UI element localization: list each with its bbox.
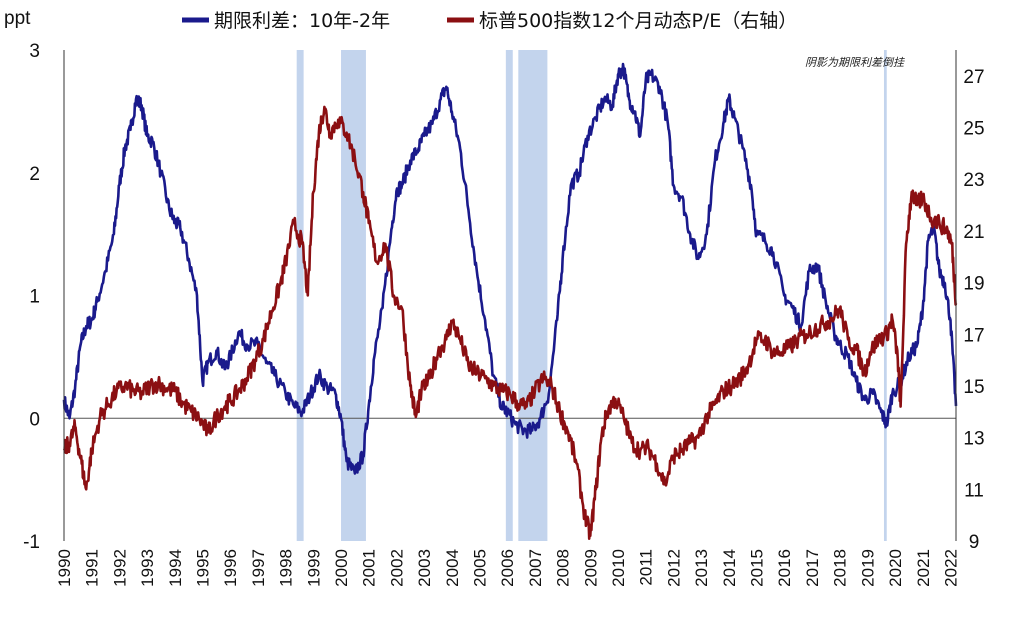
x-tick-label: 1990 — [55, 549, 74, 587]
x-tick-label: 1996 — [221, 549, 240, 587]
x-tick-label: 2015 — [748, 549, 767, 587]
left-tick-label: 3 — [29, 41, 40, 62]
x-tick-label: 1998 — [277, 549, 296, 587]
x-tick-label: 1999 — [304, 549, 323, 587]
right-tick-label: 15 — [963, 377, 984, 398]
x-tick-label: 2009 — [581, 549, 600, 587]
x-tick-label: 2010 — [609, 549, 628, 587]
x-tick-label: 1992 — [110, 549, 129, 587]
legend-label-pe: 标普500指数12个月动态P/E（右轴） — [479, 10, 797, 32]
right-tick-label: 25 — [963, 119, 984, 140]
x-tick-label: 2017 — [803, 549, 822, 587]
right-tick-label: 13 — [963, 429, 984, 450]
right-axis-ticks: 27 25 23 21 19 17 15 13 11 9 — [963, 67, 984, 553]
x-tick-label: 2019 — [858, 549, 877, 587]
x-tick-label: 1993 — [138, 549, 157, 587]
series-line-sp500-pe — [62, 105, 958, 541]
x-tick-label: 1997 — [249, 549, 268, 587]
x-tick-label: 2022 — [941, 549, 960, 587]
left-tick-label: -1 — [23, 532, 40, 553]
left-axis-ticks: 3 2 1 0 -1 — [23, 41, 40, 553]
right-tick-label: 27 — [963, 67, 984, 88]
inversion-shade-3 — [518, 50, 548, 541]
x-tick-label: 2013 — [692, 549, 711, 587]
x-tick-label: 2021 — [914, 549, 933, 587]
right-tick-label: 17 — [963, 325, 984, 346]
x-tick-label: 1991 — [83, 549, 102, 587]
x-tick-label: 1994 — [166, 549, 185, 587]
right-tick-label: 9 — [969, 532, 980, 553]
x-tick-label: 2020 — [886, 549, 905, 587]
series-line-term-spread — [62, 62, 958, 475]
x-tick-label: 2007 — [526, 549, 545, 587]
legend: 期限利差：10年-2年 标普500指数12个月动态P/E（右轴） — [182, 10, 797, 32]
x-tick-label: 2018 — [831, 549, 850, 587]
left-tick-label: 1 — [29, 287, 40, 308]
x-tick-label: 2008 — [554, 549, 573, 587]
left-tick-label: 2 — [29, 164, 40, 185]
x-tick-label: 2011 — [637, 549, 656, 586]
series-layer — [62, 62, 958, 541]
inversion-shade-0 — [296, 50, 304, 541]
x-tick-label: 2005 — [471, 549, 490, 587]
x-tick-label: 2003 — [415, 549, 434, 587]
left-axis-unit-label: ppt — [4, 8, 31, 29]
left-tick-label: 0 — [29, 409, 40, 430]
x-tick-label: 2016 — [775, 549, 794, 587]
x-tick-label: 2000 — [332, 549, 351, 587]
x-tick-label: 2004 — [443, 549, 462, 587]
inversion-shade-2 — [505, 50, 513, 541]
x-tick-label: 1995 — [194, 549, 213, 587]
right-tick-label: 19 — [963, 274, 984, 295]
x-tick-label: 2001 — [360, 549, 379, 587]
x-tick-label: 2014 — [720, 549, 739, 587]
x-tick-label: 2012 — [664, 549, 683, 587]
right-tick-label: 23 — [963, 170, 984, 191]
legend-label-spread: 期限利差：10年-2年 — [214, 10, 390, 32]
x-tick-label: 2006 — [498, 549, 517, 587]
shading-annotation: 阴影为期限利差倒挂 — [805, 56, 905, 69]
x-tick-label: 2002 — [387, 549, 406, 587]
right-tick-label: 21 — [963, 222, 984, 243]
x-axis-ticks: 1990 1991 1992 1993 1994 1995 1996 1997 1998 1999… — [55, 549, 960, 587]
inversion-shade-4 — [883, 50, 887, 541]
right-tick-label: 11 — [964, 480, 984, 501]
